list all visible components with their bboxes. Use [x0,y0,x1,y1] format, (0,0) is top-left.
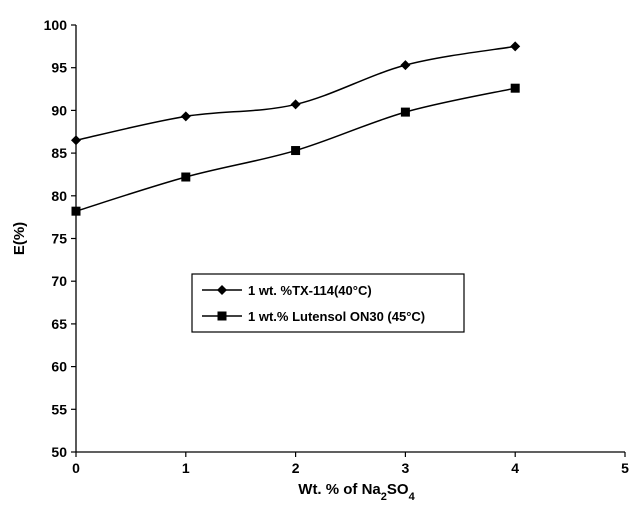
data-point-square [510,83,520,93]
series-layer [71,41,521,216]
axes [75,25,625,453]
legend-entry-label: 1 wt. %TX-114(40°C) [248,283,372,298]
y-tick-label: 100 [44,17,68,33]
data-point-diamond [290,99,301,110]
y-tick-label: 65 [51,316,67,332]
x-axis-ticks: 0 1 2 3 4 5 [72,452,629,476]
y-tick-label: 50 [51,444,67,460]
legend-entry-label: 1 wt.% Lutensol ON30 (45°C) [248,309,425,324]
x-tick-label: 5 [621,460,629,476]
legend-box [191,273,465,333]
legend-marker-diamond [217,285,227,295]
legend-marker-square [217,311,227,321]
x-tick-label: 2 [292,460,300,476]
y-axis-ticks: 50 55 60 65 70 75 80 85 90 95 100 [44,17,76,460]
data-point-diamond [180,111,191,122]
series-2 [71,83,520,216]
data-point-square [71,206,81,216]
y-tick-label: 80 [51,188,67,204]
data-point-square [291,146,301,156]
x-tick-label: 4 [511,460,519,476]
y-tick-label: 95 [51,60,67,76]
legend: 1 wt. %TX-114(40°C) 1 wt.% Lutensol ON30 … [191,273,465,333]
x-tick-label: 3 [402,460,410,476]
data-point-square [400,107,410,117]
x-axis-title-sub1: 2 [381,491,387,503]
y-tick-label: 70 [51,273,67,289]
x-axis-title-sub2: 4 [409,491,416,503]
y-tick-label: 85 [51,145,67,161]
y-tick-label: 55 [51,401,67,417]
x-tick-label: 0 [72,460,80,476]
x-axis-title-prefix: Wt. % of Na [298,481,381,498]
x-axis-title: Wt. % of Na2SO4 [298,481,415,503]
y-tick-label: 60 [51,359,67,375]
series-1 [71,41,521,146]
series-line [75,45,516,142]
x-tick-label: 1 [182,460,190,476]
data-point-diamond [400,60,411,71]
x-axis-title-mid: SO [387,481,409,498]
y-axis-title: E(%) [11,222,28,255]
y-tick-label: 90 [51,102,67,118]
y-tick-label: 75 [51,231,67,247]
data-point-diamond [71,135,81,146]
data-point-diamond [510,41,521,52]
data-point-square [181,172,191,182]
